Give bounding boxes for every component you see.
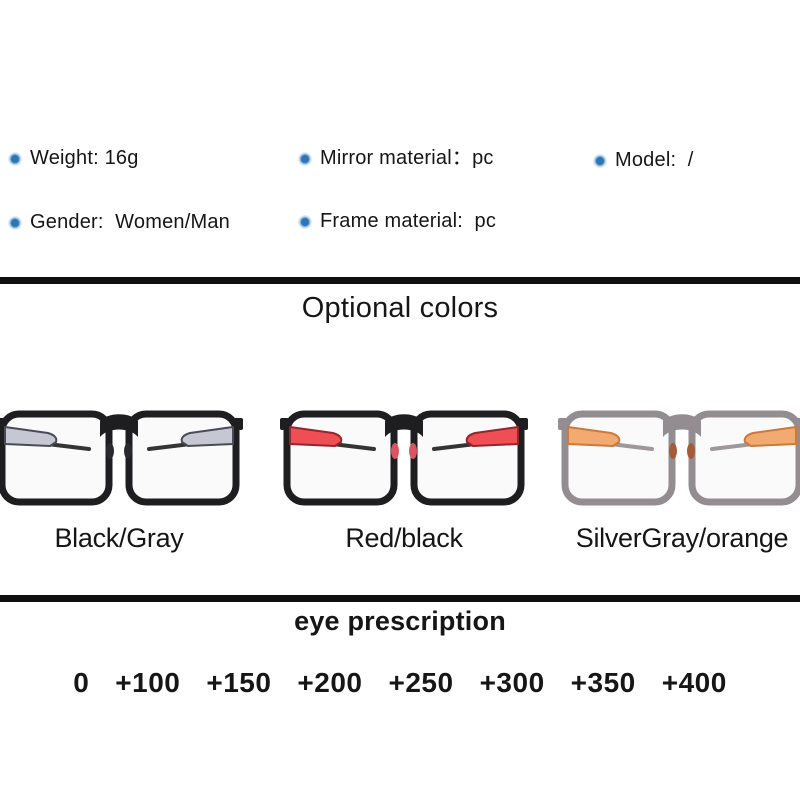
- bullet-icon: [298, 152, 312, 166]
- glasses-image: [558, 410, 800, 506]
- prescription-value: +300: [479, 667, 545, 698]
- spec-item-frame-material: Frame material: pc: [298, 204, 496, 238]
- prescription-value: +250: [388, 667, 454, 698]
- spec-label: Frame material: pc: [320, 210, 497, 232]
- glasses-image: [0, 410, 243, 506]
- right-temple-icon: [147, 426, 234, 451]
- bullet-icon: [8, 216, 22, 230]
- bullet-icon: [298, 215, 312, 229]
- left-temple-icon: [567, 426, 654, 451]
- spec-item-mirror-material: Mirror material：pc: [298, 141, 494, 175]
- prescription-value: +400: [661, 667, 727, 698]
- prescription-value: +350: [570, 667, 636, 698]
- color-option: SilverGray/orange: [557, 399, 800, 554]
- prescription-value: +100: [115, 667, 181, 698]
- bullet-icon: [8, 152, 22, 166]
- left-temple-icon: [4, 426, 91, 451]
- eye-prescription-title: eye prescription: [294, 606, 506, 636]
- divider: [0, 595, 800, 602]
- color-option: Red/black: [279, 399, 529, 554]
- prescription-value: +150: [206, 667, 272, 698]
- spec-label: Mirror material：pc: [320, 147, 494, 169]
- spec-label: Model: /: [615, 149, 694, 171]
- color-option-label: SilverGray/orange: [575, 523, 789, 553]
- spec-item-model: Model: /: [593, 143, 694, 177]
- prescription-values: 0 +100 +150 +200 +250 +300 +350 +400: [0, 667, 800, 699]
- divider: [0, 277, 800, 284]
- left-temple-icon: [289, 426, 376, 451]
- spec-item-weight: Weight: 16g: [8, 141, 139, 175]
- spec-label: Gender: Women/Man: [30, 211, 230, 233]
- prescription-value: +200: [297, 667, 363, 698]
- spec-label: Weight: 16g: [30, 147, 139, 169]
- bullet-icon: [593, 154, 607, 168]
- color-option: Black/Gray: [0, 399, 244, 554]
- color-options-row: Black/Gray Red/black: [0, 399, 800, 579]
- color-option-label: Black/Gray: [54, 523, 184, 553]
- spec-item-gender: Gender: Women/Man: [8, 205, 230, 239]
- right-temple-icon: [432, 426, 519, 451]
- color-option-label: Red/black: [345, 523, 463, 553]
- right-temple-icon: [710, 426, 797, 451]
- prescription-value: 0: [73, 667, 90, 698]
- glasses-image: [280, 410, 528, 506]
- optional-colors-title: Optional colors: [301, 292, 499, 324]
